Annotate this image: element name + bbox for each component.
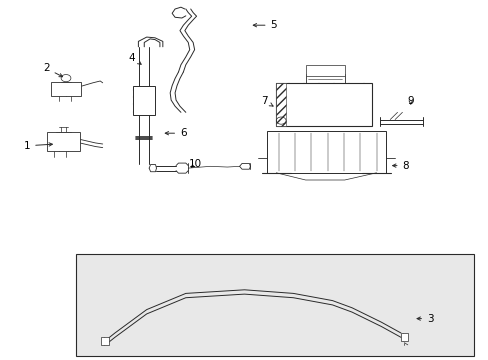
Text: 4: 4 (128, 53, 141, 64)
Bar (51, 82, 81, 96)
Bar (101, 337, 109, 345)
Text: 9: 9 (407, 96, 413, 106)
Text: 8: 8 (392, 161, 408, 171)
Text: 6: 6 (165, 128, 186, 138)
Bar (133, 86, 155, 115)
Bar (400, 333, 407, 341)
Text: 1: 1 (23, 141, 52, 151)
Bar (276, 83, 371, 126)
Bar (276, 83, 285, 126)
Text: 3: 3 (416, 314, 433, 324)
Bar (47, 132, 80, 151)
Bar (266, 131, 386, 173)
Text: 5: 5 (253, 20, 277, 30)
Text: 10: 10 (189, 159, 202, 169)
Text: 2: 2 (43, 63, 62, 77)
Text: 7: 7 (260, 96, 272, 106)
Bar (305, 65, 344, 76)
Bar (76, 254, 473, 356)
